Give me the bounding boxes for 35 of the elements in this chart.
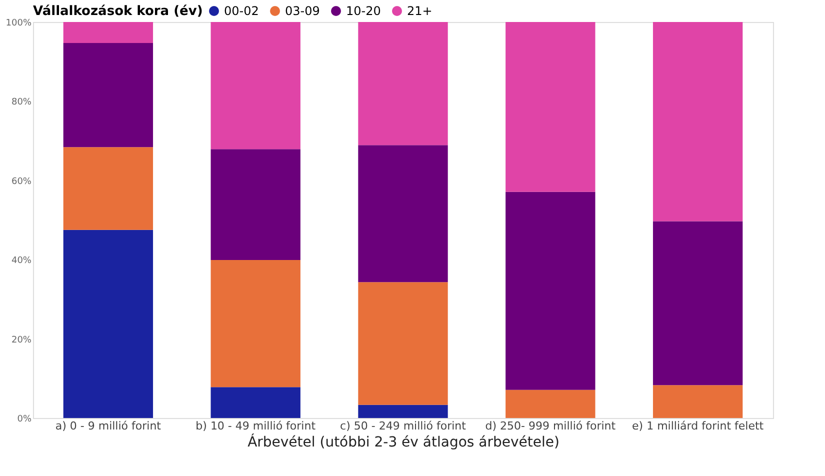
bar	[506, 22, 596, 192]
bar	[210, 387, 300, 418]
bar	[506, 192, 596, 390]
x-axis-title: Árbevétel (utóbbi 2-3 év átlagos árbevétele)	[248, 434, 560, 450]
bar	[358, 404, 448, 418]
bar	[63, 42, 154, 148]
y-tick-label: 80%	[11, 98, 32, 108]
x-tick-label: e) 1 milliárd forint felett	[632, 420, 764, 432]
bar	[652, 221, 743, 386]
bar	[63, 230, 154, 418]
bar	[358, 145, 448, 282]
legend-title: Vállalkozások kora (év)	[33, 4, 203, 19]
y-tick-label: 60%	[11, 176, 32, 187]
legend-label: 03-09	[285, 4, 320, 18]
bar	[210, 149, 300, 260]
bar	[63, 147, 154, 230]
bar	[210, 260, 300, 388]
bar	[358, 22, 448, 146]
y-tick-label: 20%	[11, 335, 32, 346]
y-tick-label: 40%	[11, 256, 32, 266]
bar	[652, 385, 743, 418]
bar	[506, 390, 596, 418]
y-tick-label: 0%	[17, 414, 32, 424]
bar	[210, 22, 300, 150]
x-tick-label: b) 10 - 49 millió forint	[196, 420, 316, 432]
x-tick-label: c) 50 - 249 millió forint	[340, 420, 467, 432]
x-tick-label: d) 250- 999 millió forint	[485, 420, 616, 432]
bar	[63, 22, 154, 43]
y-tick-label: 100%	[6, 18, 32, 28]
legend-label: 00-02	[224, 4, 259, 18]
bar	[652, 22, 743, 222]
x-tick-label: a) 0 - 9 millió forint	[55, 420, 162, 432]
bar	[358, 282, 448, 405]
legend-label: 10-20	[346, 4, 381, 18]
legend-label: 21+	[407, 4, 432, 18]
